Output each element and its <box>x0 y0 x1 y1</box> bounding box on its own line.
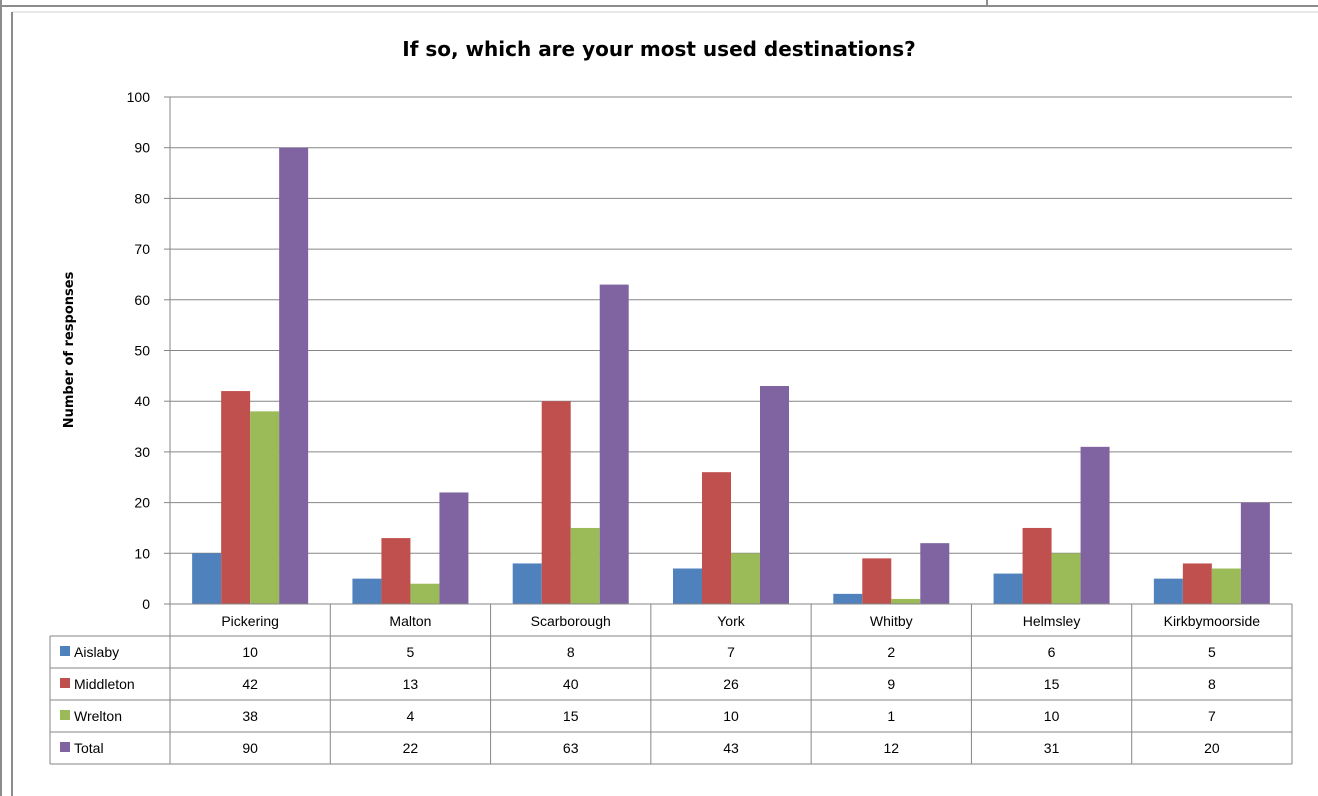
y-tick-label: 40 <box>134 393 150 409</box>
y-tick-label: 80 <box>134 190 150 206</box>
data-label: 31 <box>1044 740 1060 756</box>
bar-total-kirkbymoorside <box>1240 502 1270 604</box>
bar-aislaby-helmsley <box>993 573 1023 604</box>
x-tick-label: York <box>717 613 746 629</box>
bar-wrelton-kirkbymoorside <box>1211 568 1241 604</box>
bar-wrelton-whitby <box>891 598 921 604</box>
bar-aislaby-whitby <box>833 593 863 604</box>
bar-middleton-kirkbymoorside <box>1182 563 1212 604</box>
data-label: 63 <box>563 740 579 756</box>
data-label: 5 <box>407 644 415 660</box>
y-tick-label: 10 <box>134 545 150 561</box>
y-tick-label: 90 <box>134 140 150 156</box>
bar-aislaby-scarborough <box>512 563 542 604</box>
data-label: 7 <box>727 644 735 660</box>
x-tick-label: Helmsley <box>1023 613 1081 629</box>
bar-aislaby-york <box>673 568 702 604</box>
y-tick-label: 20 <box>134 495 150 511</box>
bar-total-malton <box>439 492 469 604</box>
bar-middleton-pickering <box>221 391 251 604</box>
bar-middleton-whitby <box>862 558 892 604</box>
data-label: 8 <box>1208 676 1216 692</box>
bar-total-helmsley <box>1080 446 1110 604</box>
data-label: 90 <box>242 740 258 756</box>
bar-total-whitby <box>920 543 950 604</box>
bar-wrelton-malton <box>410 583 440 604</box>
x-tick-label: Kirkbymoorside <box>1164 613 1261 629</box>
data-label: 40 <box>563 676 579 692</box>
data-label: 12 <box>883 740 899 756</box>
data-label: 1 <box>887 708 895 724</box>
data-label: 43 <box>723 740 739 756</box>
data-label: 38 <box>242 708 258 724</box>
legend-key-middleton <box>60 678 70 688</box>
bar-wrelton-helmsley <box>1051 553 1081 604</box>
data-label: 15 <box>563 708 579 724</box>
x-tick-label: Whitby <box>870 613 913 629</box>
data-label: 13 <box>403 676 419 692</box>
bar-wrelton-pickering <box>250 411 280 604</box>
bars <box>192 147 1270 604</box>
chart-title: If so, which are your most used destinat… <box>402 37 916 61</box>
x-tick-label: Pickering <box>221 613 279 629</box>
bar-total-scarborough <box>599 284 629 604</box>
legend-label-middleton: Middleton <box>74 676 135 692</box>
y-axis-ticks: 0 10 20 30 40 50 60 70 80 90 100 <box>127 89 170 612</box>
data-label: 10 <box>1044 708 1060 724</box>
data-label: 20 <box>1204 740 1220 756</box>
bar-aislaby-malton <box>352 578 382 604</box>
x-tick-label: Malton <box>389 613 431 629</box>
bar-middleton-malton <box>381 538 411 604</box>
data-label: 10 <box>723 708 739 724</box>
data-label: 15 <box>1044 676 1060 692</box>
bar-middleton-helmsley <box>1022 527 1052 604</box>
bar-aislaby-pickering <box>192 553 222 604</box>
y-tick-label: 60 <box>134 292 150 308</box>
legend-label-aislaby: Aislaby <box>74 644 119 660</box>
legend-label-wrelton: Wrelton <box>74 708 122 724</box>
legend-key-total <box>60 742 70 752</box>
bar-wrelton-scarborough <box>570 527 600 604</box>
bar-wrelton-york <box>731 553 760 604</box>
data-label: 9 <box>887 676 895 692</box>
bar-total-pickering <box>279 147 309 604</box>
bar-middleton-scarborough <box>541 401 571 604</box>
y-tick-label: 50 <box>134 343 150 359</box>
data-label: 7 <box>1208 708 1216 724</box>
bar-total-york <box>760 385 789 604</box>
y-axis-label: Number of responses <box>62 271 77 428</box>
data-label: 22 <box>403 740 419 756</box>
bar-aislaby-kirkbymoorside <box>1153 578 1183 604</box>
y-tick-label: 30 <box>134 444 150 460</box>
data-label: 2 <box>887 644 895 660</box>
legend-label-total: Total <box>74 740 104 756</box>
data-label: 6 <box>1048 644 1056 660</box>
data-table: Pickering Malton Scarborough York Whitby Helm… <box>49 604 1293 765</box>
axes <box>169 97 1292 605</box>
data-label: 4 <box>407 708 415 724</box>
data-label: 5 <box>1208 644 1216 660</box>
data-label: 42 <box>242 676 258 692</box>
legend-key-aislaby <box>60 646 70 656</box>
y-tick-label: 0 <box>142 596 150 612</box>
y-tick-label: 100 <box>127 89 151 105</box>
data-label: 8 <box>567 644 575 660</box>
x-tick-label: Scarborough <box>531 613 611 629</box>
y-tick-label: 70 <box>134 241 150 257</box>
bar-middleton-york <box>702 472 731 604</box>
data-label: 10 <box>242 644 258 660</box>
legend-key-wrelton <box>60 710 70 720</box>
data-label: 26 <box>723 676 739 692</box>
